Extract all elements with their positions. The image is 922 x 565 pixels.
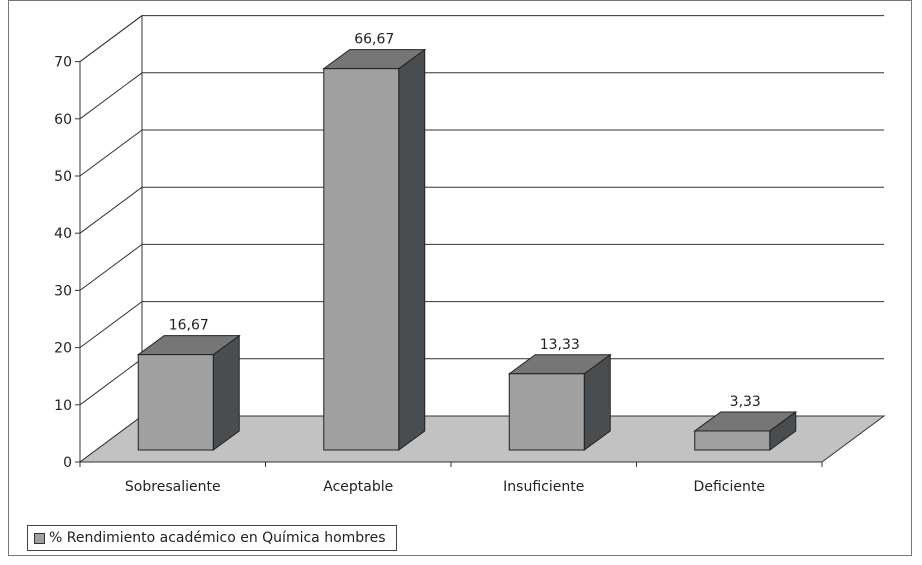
data-label: 13,33: [540, 337, 580, 353]
x-tick-label: Aceptable: [323, 479, 393, 495]
bar-side: [398, 48, 426, 451]
y-tick-label: 70: [54, 55, 72, 71]
bar: [137, 354, 214, 451]
gridline-diagonal: [79, 301, 143, 349]
y-tick-label: 50: [54, 169, 72, 185]
gridline-diagonal: [79, 15, 143, 63]
x-tick-label: Sobresaliente: [125, 479, 221, 495]
gridline-diagonal: [79, 129, 143, 177]
gridline-diagonal: [79, 243, 143, 291]
y-tick-label: 60: [54, 112, 72, 128]
side-wall: [79, 14, 143, 463]
y-tick-label: 0: [63, 455, 72, 471]
y-tick-label: 30: [54, 283, 72, 299]
bar: [508, 373, 585, 451]
data-label: 16,67: [169, 318, 209, 334]
y-tick-label: 10: [54, 398, 72, 414]
gridline-diagonal: [79, 186, 143, 234]
bar: [694, 430, 771, 451]
gridline-diagonal: [79, 358, 143, 406]
legend: % Rendimiento académico en Química hombr…: [27, 525, 397, 551]
y-tick-label: 40: [54, 226, 72, 242]
data-label: 3,33: [730, 394, 761, 410]
legend-swatch: [34, 532, 45, 544]
legend-label: % Rendimiento académico en Química hombr…: [49, 530, 386, 546]
x-tick-label: Deficiente: [694, 479, 765, 495]
y-tick-label: 20: [54, 341, 72, 357]
gridline-diagonal: [79, 72, 143, 120]
data-label: 66,67: [354, 32, 394, 48]
bar: [323, 68, 400, 451]
x-tick-label: Insuficiente: [503, 479, 584, 495]
bar-side: [212, 334, 240, 451]
chart-frame: [8, 0, 912, 556]
